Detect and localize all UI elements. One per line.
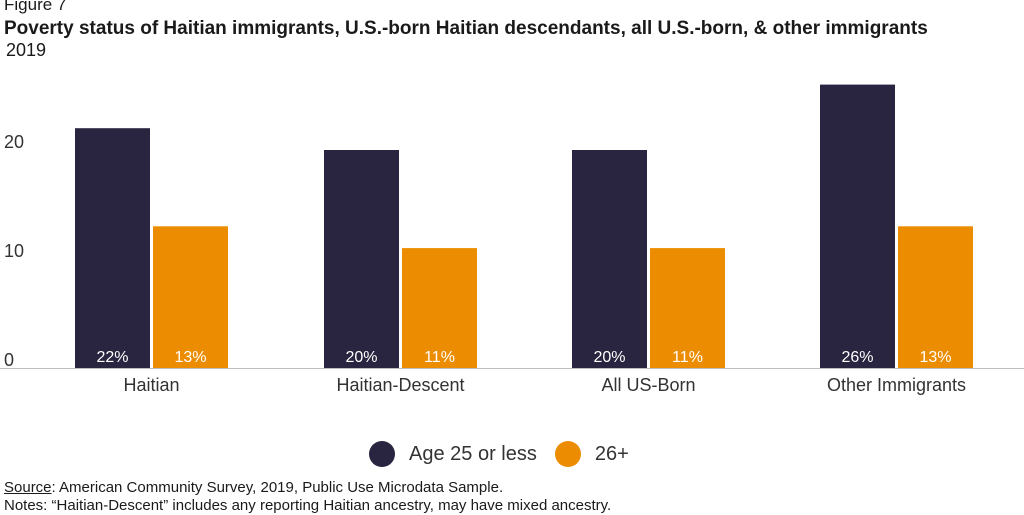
y-tick-label: 0: [4, 350, 14, 370]
x-category-label: All US-Born: [601, 375, 695, 395]
chart-title: Poverty status of Haitian immigrants, U.…: [4, 18, 928, 39]
bar-data-label: 20%: [593, 349, 625, 366]
bar: [572, 150, 647, 368]
bar-data-label: 13%: [174, 349, 206, 366]
x-category-label: Other Immigrants: [827, 375, 966, 395]
bar-data-label: 22%: [96, 349, 128, 366]
legend-swatch-series-2: [554, 441, 581, 467]
y-tick-label: 20: [4, 132, 24, 152]
bar: [153, 226, 228, 368]
bar-data-label: 11%: [424, 349, 455, 366]
source-note: Source: American Community Survey, 2019,…: [4, 479, 503, 497]
bar-chart: 0 10 20 22% 13% Haitian 20% 11% Haitian-Descent 2…: [0, 84, 1024, 395]
legend-label-series-2: 26+: [594, 442, 629, 465]
bar: [402, 248, 477, 368]
legend-label-series-1: Age 25 or less: [409, 442, 537, 465]
legend-item-age-25-or-less: Age 25 or less: [369, 441, 537, 467]
notes: Notes: “Haitian-Descent” includes any re…: [4, 497, 612, 514]
source-text: : American Community Survey, 2019, Publi…: [51, 479, 504, 496]
bar-data-label: 26%: [841, 349, 873, 366]
legend-swatch-series-1: [369, 441, 395, 467]
x-category-label: Haitian: [123, 375, 179, 395]
bar: [898, 226, 973, 368]
y-tick-label: 10: [4, 241, 24, 261]
chart-subtitle: 2019: [6, 40, 47, 60]
legend: Age 25 or less 26+: [369, 441, 647, 467]
bar: [324, 150, 399, 368]
bar-data-label: 20%: [345, 349, 377, 366]
legend-item-26-plus: 26+: [554, 441, 629, 467]
bar: [820, 84, 895, 368]
bar-data-label: 13%: [919, 349, 951, 366]
x-category-label: Haitian-Descent: [336, 375, 464, 395]
bar: [650, 248, 725, 368]
bar: [75, 128, 150, 368]
source-label: Source: [4, 479, 52, 496]
figure-label: Figure 7: [4, 0, 67, 14]
bar-data-label: 11%: [672, 349, 703, 366]
